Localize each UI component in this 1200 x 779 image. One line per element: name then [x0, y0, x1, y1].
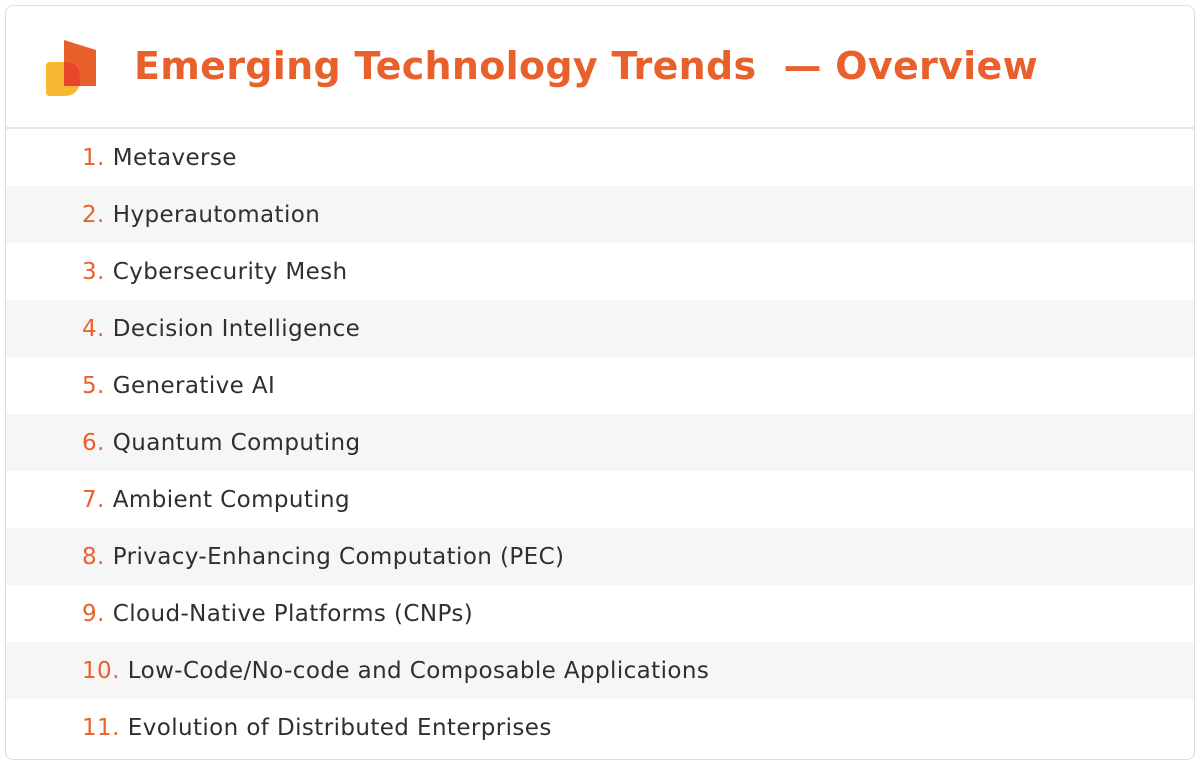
item-number: 10. — [82, 657, 120, 684]
logo — [46, 40, 96, 96]
item-label: Ambient Computing — [112, 486, 351, 513]
list-row: 11. Evolution of Distributed Enterprises — [6, 699, 1194, 756]
list-row: 5. Generative AI — [6, 357, 1194, 414]
item-label: Cloud-Native Platforms (CNPs) — [112, 600, 474, 627]
item-number: 3. — [82, 258, 105, 285]
list: 1. Metaverse 2. Hyperautomation 3. Cybersecur… — [6, 129, 1194, 756]
list-row: 9. Cloud-Native Platforms (CNPs) — [6, 585, 1194, 642]
list-row: 1. Metaverse — [6, 129, 1194, 186]
list-row: 7. Ambient Computing — [6, 471, 1194, 528]
item-number: 11. — [82, 714, 120, 741]
item-number: 8. — [82, 543, 105, 570]
item-label: Quantum Computing — [112, 429, 361, 456]
item-label: Decision Intelligence — [112, 315, 361, 342]
list-row: 6. Quantum Computing — [6, 414, 1194, 471]
list-row: 8. Privacy-Enhancing Computation (PEC) — [6, 528, 1194, 585]
item-label: Generative AI — [112, 372, 276, 399]
list-row: 2. Hyperautomation — [6, 186, 1194, 243]
list-row: 4. Decision Intelligence — [6, 300, 1194, 357]
title: Emerging Technology Trends — Overview — [134, 44, 1038, 88]
item-label: Hyperautomation — [112, 201, 321, 228]
list-row: 10. Low-Code/No-code and Composable Appli… — [6, 642, 1194, 699]
header: Emerging Technology Trends — Overview — [6, 6, 1194, 129]
item-label: Evolution of Distributed Enterprises — [127, 714, 552, 741]
logo-shape — [64, 62, 80, 86]
item-label: Metaverse — [112, 144, 237, 171]
item-label: Privacy-Enhancing Computation (PEC) — [112, 543, 565, 570]
item-number: 4. — [82, 315, 105, 342]
item-label: Cybersecurity Mesh — [112, 258, 348, 285]
item-number: 7. — [82, 486, 105, 513]
item-number: 1. — [82, 144, 105, 171]
item-number: 6. — [82, 429, 105, 456]
item-number: 5. — [82, 372, 105, 399]
item-number: 9. — [82, 600, 105, 627]
card: Emerging Technology Trends — Overview 1.… — [5, 5, 1195, 760]
list-row: 3. Cybersecurity Mesh — [6, 243, 1194, 300]
item-label: Low-Code/No-code and Composable Applicat… — [127, 657, 710, 684]
item-number: 2. — [82, 201, 105, 228]
